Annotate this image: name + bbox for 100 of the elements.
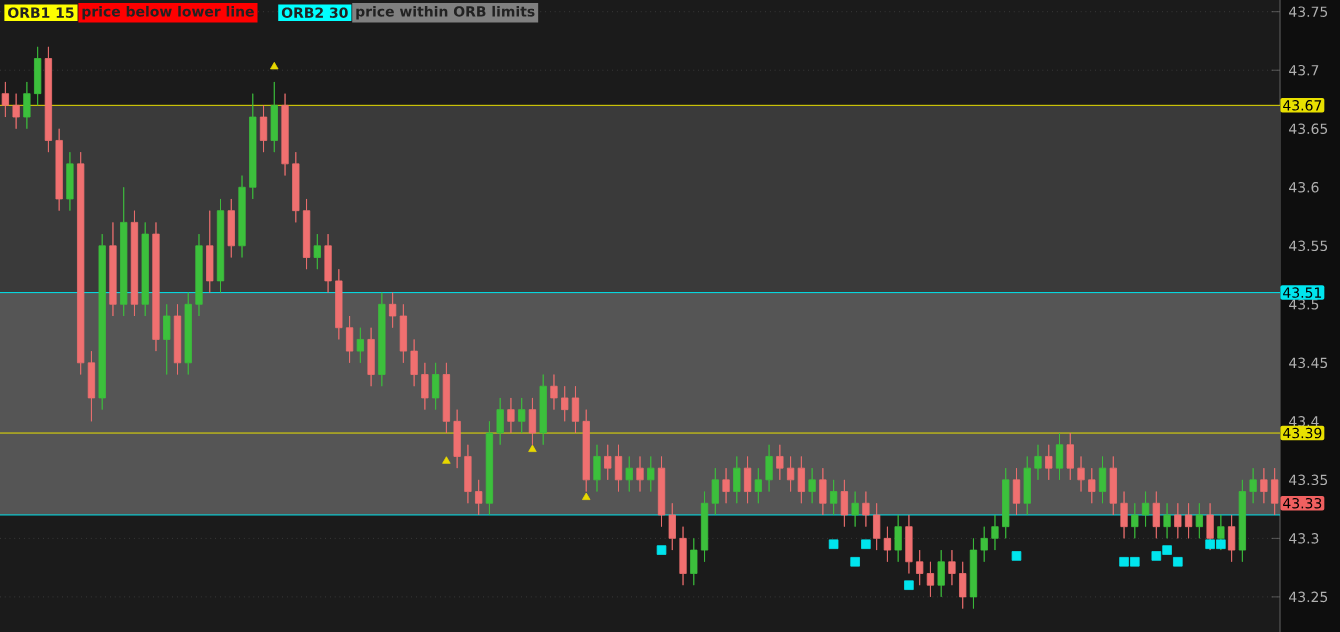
candlestick <box>754 467 762 504</box>
candlestick <box>539 374 547 446</box>
candlestick <box>421 362 429 411</box>
y-tick-label: 43.55 <box>1289 240 1328 252</box>
candlestick <box>464 444 472 504</box>
candlestick <box>410 339 418 387</box>
candlestick <box>195 233 203 317</box>
candlestick <box>163 303 171 375</box>
candlestick <box>1152 491 1160 539</box>
candlestick <box>916 549 924 586</box>
candlestick <box>991 514 999 551</box>
y-tick-label: 43.5 <box>1289 299 1319 310</box>
candlestick <box>980 526 988 563</box>
candlestick <box>561 385 569 422</box>
candlestick <box>636 456 644 492</box>
candlestick <box>862 491 870 528</box>
candlestick <box>647 456 655 492</box>
candlestick <box>34 46 42 106</box>
candlestick <box>1034 444 1042 481</box>
candlestick <box>475 479 483 516</box>
candlestick <box>485 420 494 516</box>
candlestick <box>507 397 515 434</box>
candlestick <box>700 491 709 563</box>
candlestick <box>302 198 311 270</box>
candlestick <box>1088 467 1096 504</box>
candlestick <box>969 537 978 609</box>
point <box>1119 556 1129 567</box>
candlestick <box>668 502 676 551</box>
point <box>904 580 914 590</box>
candlestick <box>657 456 666 528</box>
candlestick <box>12 93 20 130</box>
candlestick <box>593 444 601 492</box>
point <box>442 456 451 464</box>
candlestick <box>711 467 719 516</box>
candlestick <box>345 315 354 364</box>
candlestick <box>442 362 451 434</box>
candlestick <box>1023 456 1031 516</box>
candlestick <box>66 151 74 212</box>
candlestick <box>948 549 956 586</box>
candlestick <box>819 467 827 516</box>
candlestick <box>335 268 343 340</box>
candlestick <box>722 467 730 504</box>
candlestick <box>937 549 945 598</box>
candlestick <box>109 221 117 317</box>
candlestick <box>152 221 160 352</box>
point <box>1216 539 1226 550</box>
candlestick <box>679 526 687 586</box>
candlestick <box>905 514 913 574</box>
candlestick <box>23 81 31 130</box>
annotation: ORB1 15 <box>8 7 74 18</box>
candlestick <box>518 397 526 434</box>
candlestick <box>270 81 278 153</box>
candlestick <box>582 409 590 492</box>
candlestick <box>367 327 375 387</box>
candlestick <box>1045 444 1053 481</box>
candlestick <box>926 561 935 598</box>
candlestick <box>1163 502 1171 539</box>
candlestick <box>733 456 741 504</box>
candlestick <box>378 292 386 387</box>
candlestick <box>550 374 558 411</box>
ref-line-label: 43.51 <box>1283 287 1322 298</box>
point <box>1162 545 1172 555</box>
candlestick <box>216 198 225 293</box>
candlestick <box>184 292 192 375</box>
candlestick <box>873 502 881 551</box>
candlestick <box>1077 456 1085 492</box>
candlestick <box>356 327 364 364</box>
candlestick <box>1195 502 1203 539</box>
candlestick <box>98 233 106 411</box>
candlestick <box>808 467 816 504</box>
candlestick <box>1012 467 1021 516</box>
candlestick <box>206 210 214 293</box>
candlestick <box>840 479 849 528</box>
candlestick <box>141 221 149 317</box>
candlestick <box>776 444 784 481</box>
candlestick <box>292 151 300 223</box>
y-tick-label: 43.35 <box>1289 474 1328 486</box>
candlestick <box>604 444 612 481</box>
candlestick <box>313 233 321 270</box>
point <box>1173 556 1183 567</box>
candlestick <box>1002 467 1010 539</box>
point <box>828 539 839 550</box>
candlestick <box>399 303 407 364</box>
candlestick <box>786 456 795 492</box>
candlestick <box>1141 491 1150 528</box>
candlestick <box>55 128 63 212</box>
candlestick <box>238 175 246 258</box>
annotation: 43.33 <box>1283 497 1322 509</box>
candlestick <box>1 81 9 118</box>
ref-line-label: 43.67 <box>1283 100 1322 111</box>
candlestick <box>743 456 752 504</box>
point <box>850 556 860 567</box>
candlestick <box>324 233 332 293</box>
candlestick <box>388 292 397 329</box>
y-tick-label: 43.25 <box>1289 591 1328 603</box>
point <box>861 539 871 550</box>
candlestick <box>1249 467 1257 504</box>
candlestick <box>1260 467 1268 504</box>
y-tick-label: 43.75 <box>1289 6 1328 17</box>
y-tick-label: 43.6 <box>1289 181 1319 193</box>
